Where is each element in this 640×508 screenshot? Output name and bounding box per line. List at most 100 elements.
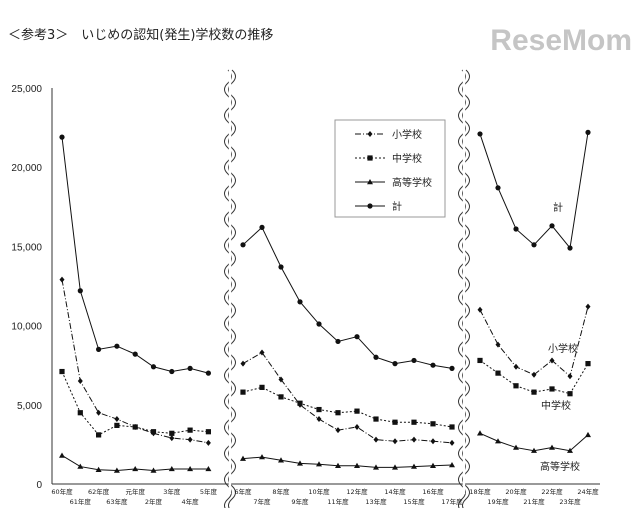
- data-point-計: [259, 224, 265, 230]
- data-point-計: [513, 226, 519, 232]
- data-point-高等学校: [430, 462, 436, 468]
- data-point-高等学校: [392, 464, 398, 470]
- data-point-小学校: [169, 435, 175, 442]
- data-point-計: [114, 343, 120, 349]
- data-point-中学校: [278, 394, 284, 400]
- data-point-計: [354, 334, 360, 340]
- data-point-中学校: [259, 384, 265, 390]
- series-line-計: [61, 137, 209, 374]
- data-point-小学校: [549, 357, 555, 364]
- data-point-小学校: [205, 439, 211, 446]
- data-point-高等学校: [59, 452, 65, 458]
- data-point-計: [585, 129, 591, 135]
- x-tick-label: 13年度: [365, 497, 387, 506]
- y-tick-label: 5,000: [17, 401, 42, 412]
- annotation-label: 計: [553, 201, 563, 214]
- data-point-高等学校: [549, 444, 555, 450]
- x-tick-label: 6年度: [234, 487, 252, 496]
- data-point-中学校: [205, 429, 211, 435]
- data-point-小学校: [335, 427, 341, 434]
- data-point-計: [297, 299, 303, 305]
- data-point-高等学校: [150, 467, 157, 473]
- data-point-計: [150, 364, 157, 370]
- y-tick-label: 25,000: [11, 84, 42, 95]
- legend-label: 小学校: [392, 128, 422, 141]
- data-point-小学校: [449, 439, 455, 446]
- y-tick-label: 20,000: [11, 163, 42, 174]
- data-point-計: [411, 357, 417, 364]
- data-point-中学校: [477, 357, 483, 364]
- legend-marker: [367, 131, 373, 137]
- data-point-小学校: [59, 276, 65, 283]
- y-tick-label: 10,000: [11, 322, 42, 333]
- data-point-中学校: [411, 419, 417, 425]
- data-point-高等学校: [297, 460, 303, 466]
- y-tick-label: 0: [36, 480, 42, 491]
- data-point-小学校: [477, 306, 483, 313]
- legend-marker: [367, 155, 373, 161]
- data-point-小学校: [354, 423, 360, 430]
- x-tick-label: 9年度: [291, 497, 309, 506]
- data-point-計: [59, 134, 65, 140]
- data-point-高等学校: [567, 447, 573, 453]
- x-tick-label: 63年度: [106, 497, 128, 506]
- data-point-小学校: [77, 378, 83, 385]
- data-point-計: [169, 368, 175, 375]
- x-tick-label: 8年度: [272, 487, 290, 496]
- x-tick-label: 2年度: [145, 497, 163, 506]
- series-line-小学校: [242, 351, 453, 444]
- series-line-中学校: [242, 386, 453, 428]
- data-point-高等学校: [240, 455, 246, 461]
- legend-marker: [367, 179, 373, 185]
- data-point-高等学校: [354, 462, 360, 468]
- data-point-高等学校: [168, 465, 175, 472]
- data-point-中学校: [96, 432, 102, 438]
- data-point-小学校: [187, 436, 193, 443]
- series-line-小学校: [479, 306, 589, 378]
- chart-title: ＜参考3＞ いじめの認知(発生)学校数の推移: [8, 28, 274, 43]
- data-point-計: [477, 131, 483, 137]
- x-tick-label: 22年度: [541, 487, 563, 496]
- annotation-label: 中学校: [541, 399, 571, 412]
- x-tick-label: 16年度: [422, 487, 444, 496]
- data-point-中学校: [59, 368, 65, 375]
- data-point-小学校: [392, 438, 398, 445]
- data-point-高等学校: [259, 454, 265, 460]
- data-point-小学校: [278, 376, 284, 383]
- data-point-計: [567, 245, 573, 251]
- data-point-中学校: [354, 408, 360, 414]
- data-point-高等学校: [95, 466, 102, 472]
- x-tick-label: 14年度: [384, 487, 406, 496]
- annotation-label: 小学校: [548, 342, 578, 355]
- data-point-中学校: [513, 383, 519, 389]
- data-point-高等学校: [316, 461, 322, 467]
- data-point-計: [96, 346, 102, 352]
- data-point-小学校: [531, 371, 537, 378]
- x-tick-label: 5年度: [200, 487, 218, 496]
- data-point-計: [187, 365, 193, 371]
- data-point-高等学校: [411, 463, 417, 469]
- data-point-小学校: [373, 436, 379, 443]
- axis-break-gap: [462, 70, 466, 494]
- x-tick-label: 15年度: [403, 497, 425, 506]
- data-point-中学校: [77, 410, 83, 416]
- x-tick-label: 7年度: [253, 497, 271, 506]
- data-point-高等学校: [132, 465, 139, 472]
- x-tick-label: 4年度: [182, 497, 200, 506]
- legend-marker: [367, 203, 373, 209]
- x-tick-label: 3年度: [163, 487, 181, 496]
- data-point-中学校: [169, 430, 175, 436]
- data-point-高等学校: [585, 431, 591, 438]
- legend-label: 中学校: [392, 152, 422, 165]
- x-tick-label: 17年度: [441, 497, 463, 506]
- data-point-小学校: [316, 416, 322, 423]
- data-point-計: [430, 362, 436, 368]
- data-point-高等学校: [477, 430, 483, 436]
- data-point-中学校: [531, 389, 537, 395]
- data-point-小学校: [513, 363, 519, 370]
- x-tick-label: 20年度: [505, 487, 527, 496]
- x-tick-label: 21年度: [523, 497, 545, 506]
- data-point-計: [549, 223, 555, 229]
- data-point-高等学校: [495, 438, 501, 444]
- data-point-高等学校: [335, 462, 341, 468]
